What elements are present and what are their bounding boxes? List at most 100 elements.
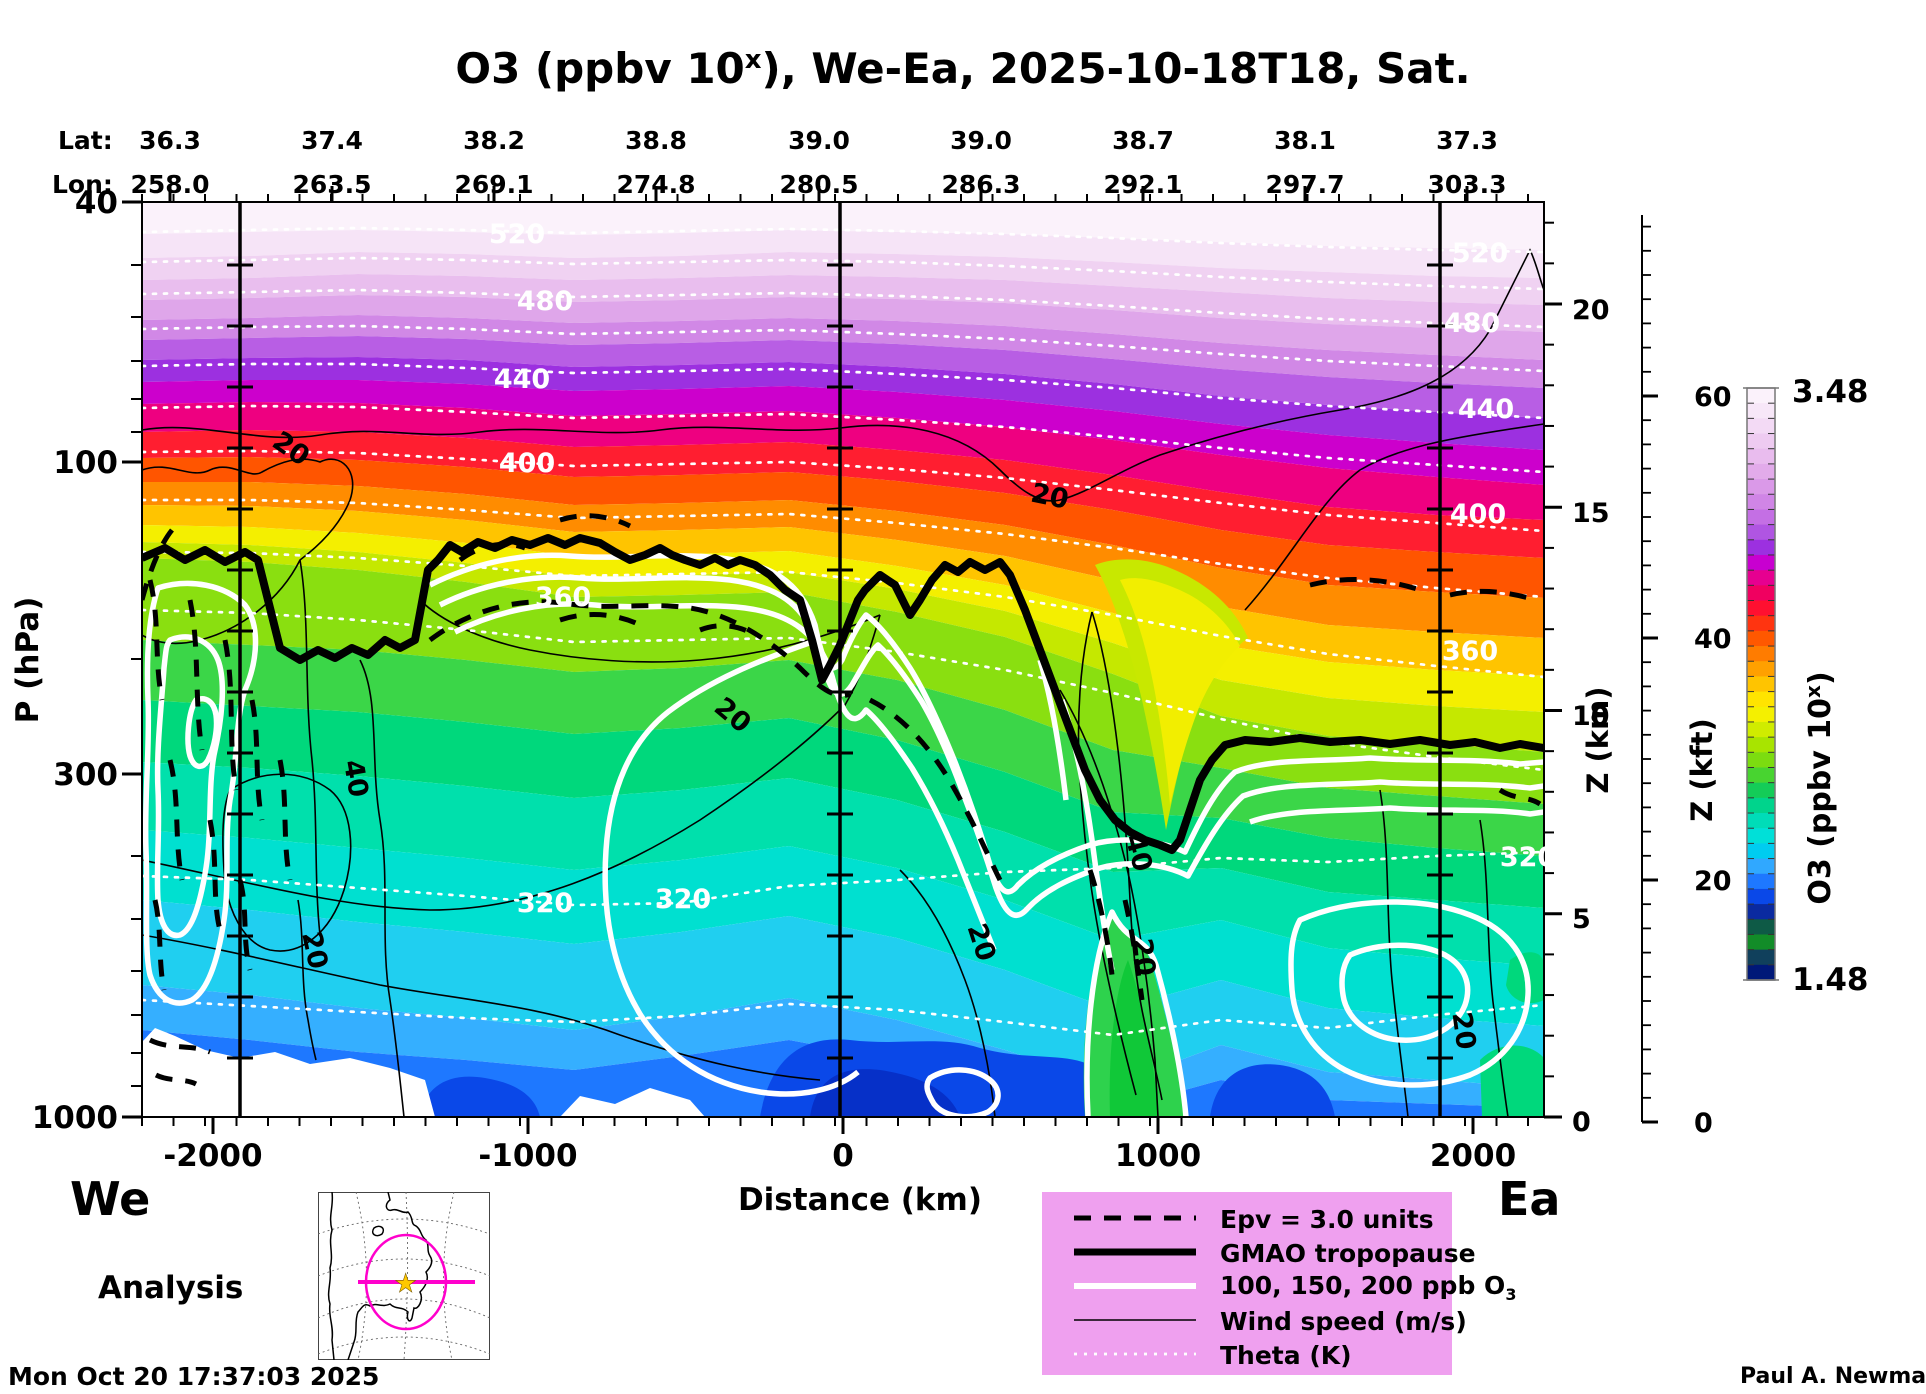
theta-contour-label: 520 — [489, 219, 545, 250]
x-tick-label: 0 — [832, 1138, 854, 1174]
o3-band — [142, 900, 1544, 1088]
endpoint-west-label: We — [70, 1172, 151, 1226]
o3-band — [142, 274, 1544, 332]
colorbar-min-label: 1.48 — [1792, 962, 1869, 998]
legend-item-o3-contours: 100, 150, 200 ppb O3 — [1042, 1270, 1516, 1304]
wind-contour-label: 40 — [337, 757, 374, 799]
wind-contour-label: 20 — [1028, 478, 1071, 516]
z-km-tick-label: 20 — [1572, 295, 1610, 326]
o3-band — [142, 295, 1544, 360]
o3-band — [142, 315, 1544, 388]
title-superscript: x — [744, 45, 762, 75]
map-border — [318, 1192, 490, 1360]
theta-contour-label: 320 — [655, 884, 711, 915]
field-feature — [142, 1028, 435, 1117]
y-axis-title: P (hPa) — [10, 597, 46, 724]
lat-value: 37.3 — [1436, 126, 1498, 155]
o3-band — [142, 762, 1544, 966]
colorbar-max-label: 3.48 — [1792, 374, 1869, 410]
colorbar — [1743, 387, 1779, 981]
filled-contour-field — [142, 202, 1544, 1117]
x-tick-label: 2000 — [1430, 1138, 1516, 1174]
lon-row-label: Lon: — [52, 170, 113, 199]
legend-item-tropopause: GMAO tropopause — [1042, 1236, 1476, 1270]
field-feature — [1480, 1045, 1544, 1117]
z-kft-tick-label: 60 — [1694, 382, 1732, 413]
y-tick-label: 40 — [75, 185, 118, 221]
o3-band — [142, 457, 1544, 598]
lat-value: 39.0 — [788, 126, 850, 155]
o3-band — [142, 402, 1544, 520]
y-tick-label: 1000 — [32, 1100, 118, 1136]
theta-contour-label: 480 — [1444, 308, 1500, 339]
map-graticule — [318, 1192, 490, 1360]
o3-band — [142, 252, 1544, 305]
o3-band — [142, 202, 1544, 250]
o3-band — [142, 430, 1544, 558]
theta-contour-label: 440 — [1458, 394, 1514, 425]
field-feature — [1120, 578, 1240, 805]
epv-contours — [142, 513, 1544, 1087]
z-kft-tick-label: 20 — [1694, 866, 1732, 897]
x-tick-label: -2000 — [163, 1138, 262, 1174]
field-feature — [1210, 1064, 1335, 1117]
lat-value: 38.1 — [1274, 126, 1336, 155]
theta-contour-label: 440 — [494, 364, 550, 395]
theta-contour-label: 360 — [535, 582, 591, 613]
epv-dashed-line-sample — [1042, 1210, 1220, 1229]
lat-value: 37.4 — [301, 126, 363, 155]
legend-box: Epv = 3.0 units GMAO tropopause 100, 150… — [1042, 1192, 1516, 1375]
field-feature — [420, 1076, 540, 1117]
theta-contour-label: 400 — [1450, 499, 1506, 530]
lat-value: 38.2 — [463, 126, 525, 155]
z-km-tick-label: 10 — [1572, 701, 1610, 732]
o3-band — [142, 830, 1544, 1026]
theta-contour-label: 360 — [1442, 636, 1498, 667]
y-tick-label: 100 — [53, 445, 118, 481]
z-kft-tick-label: 40 — [1694, 624, 1732, 655]
theta-dotted-line-sample — [1042, 1346, 1220, 1365]
x-axis-title: Distance (km) — [737, 1182, 983, 1218]
lat-row: Lat: 36.3 37.4 38.2 38.8 39.0 39.0 38.7 38.1 37.… — [0, 126, 1926, 160]
z-kft-axis-title: Z (kft) — [1685, 718, 1719, 821]
wind-thin-line-sample — [1042, 1312, 1220, 1331]
o3-band — [142, 700, 1544, 908]
wind-contour-label: 20 — [1126, 937, 1161, 978]
field-feature — [1109, 960, 1158, 1117]
map-inset: ★ — [318, 1192, 490, 1360]
lon-row: Lon: 258.0 263.5 269.1 274.8 280.5 286.3 292.1… — [0, 170, 1926, 204]
waypoint-lines — [227, 202, 1453, 1117]
lat-value: 38.8 — [625, 126, 687, 155]
z-km-tick-label: 0 — [1572, 1107, 1591, 1138]
theta-contour-label: 480 — [517, 286, 573, 317]
analysis-label: Analysis — [98, 1270, 244, 1306]
page-title: O3 (ppbv 10x), We-Ea, 2025-10-18T18, Sat… — [455, 44, 1471, 93]
theta-contour-label: 320 — [1500, 842, 1556, 873]
lat-value: 39.0 — [950, 126, 1012, 155]
map-star-icon: ★ — [394, 1269, 417, 1299]
x-tick-label: 1000 — [1115, 1138, 1201, 1174]
credit: Paul A. Newman (NASA — [1740, 1364, 1926, 1389]
lat-value: 36.3 — [139, 126, 201, 155]
wind-contour-label: 20 — [295, 929, 333, 972]
o3-band — [142, 336, 1544, 418]
gmao-tropopause-line — [142, 534, 1544, 854]
legend-item-theta: Theta (K) — [1042, 1338, 1452, 1372]
z-kft-tick-label: 0 — [1694, 1108, 1713, 1139]
z-km-axis-title: Z (km) — [1581, 686, 1615, 793]
o3-band — [142, 380, 1544, 485]
wind-speed-contours — [142, 248, 1544, 1117]
lat-row-label: Lat: — [58, 126, 113, 155]
x-tick-label: -1000 — [478, 1138, 577, 1174]
legend-item-wind: Wind speed (m/s) — [1042, 1304, 1467, 1338]
y-tick-label: 300 — [53, 757, 118, 793]
timestamp: Mon Oct 20 17:37:03 2025 — [8, 1362, 380, 1391]
theta-contour-label: 400 — [499, 448, 555, 479]
axes — [122, 186, 1658, 1134]
field-feature — [560, 1088, 705, 1117]
o3-white-line-sample — [1042, 1278, 1220, 1297]
lat-value: 38.7 — [1112, 126, 1174, 155]
colorbar-title: O3 (ppbv 10x) — [1801, 671, 1838, 904]
